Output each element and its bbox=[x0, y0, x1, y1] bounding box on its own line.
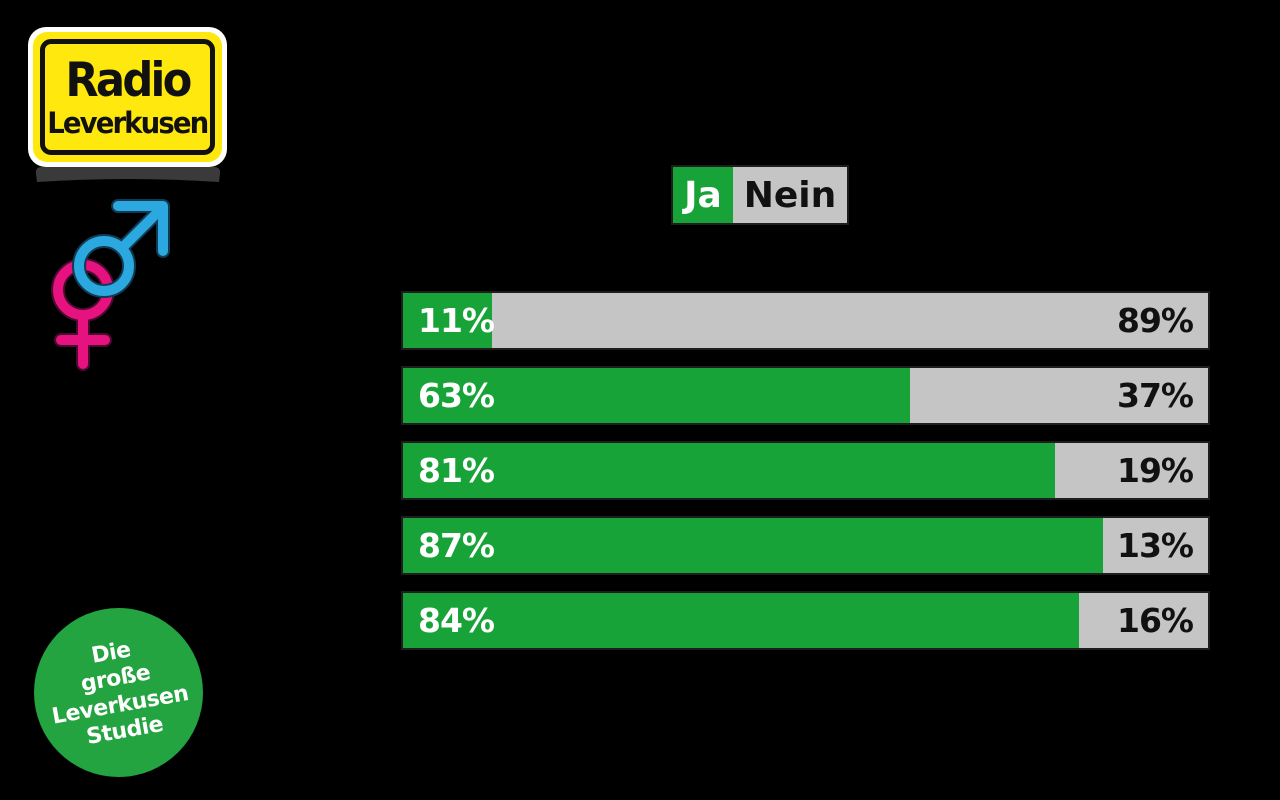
bar-row: 81% 19% bbox=[403, 443, 1208, 498]
logo-title-line2: Leverkusen bbox=[47, 105, 209, 140]
bar-value-nein: 19% bbox=[1117, 451, 1194, 490]
radio-leverkusen-logo: Radio Leverkusen bbox=[28, 27, 227, 182]
bar-row: 87% 13% bbox=[403, 518, 1208, 573]
bar-chart: 11% 89% 63% 37% 81% 19% 87% bbox=[403, 293, 1208, 668]
bar-value-nein: 37% bbox=[1117, 376, 1194, 415]
bar-segment-ja: 84% bbox=[403, 593, 1080, 648]
bar-row: 11% 89% bbox=[403, 293, 1208, 348]
bar-value-nein: 13% bbox=[1117, 526, 1194, 565]
legend-item-ja: Ja bbox=[673, 167, 733, 223]
logo-title-line1: Radio bbox=[65, 52, 192, 108]
legend-item-nein: Nein bbox=[733, 167, 847, 223]
male-icon bbox=[72, 199, 170, 298]
gender-icon bbox=[51, 199, 170, 371]
logo-shadow-swoosh-icon bbox=[35, 167, 221, 182]
bar-segment-nein: 13% bbox=[1103, 518, 1208, 573]
bar-value-ja: 81% bbox=[418, 451, 495, 490]
bar-segment-ja: 63% bbox=[403, 368, 911, 423]
bar-segment-nein: 89% bbox=[492, 293, 1208, 348]
study-badge-text: Die große Leverkusen Studie bbox=[41, 629, 195, 757]
bar-segment-nein: 19% bbox=[1055, 443, 1208, 498]
bar-segment-ja: 11% bbox=[403, 293, 495, 348]
bar-value-ja: 11% bbox=[418, 301, 495, 340]
logo-sign-border bbox=[40, 39, 215, 155]
bar-value-ja: 84% bbox=[418, 601, 495, 640]
bar-value-ja: 63% bbox=[418, 376, 495, 415]
study-badge: Die große Leverkusen Studie bbox=[34, 608, 203, 777]
bar-segment-nein: 16% bbox=[1079, 593, 1208, 648]
logo-text: Radio Leverkusen bbox=[45, 44, 210, 150]
bar-value-nein: 89% bbox=[1117, 301, 1194, 340]
bar-segment-ja: 81% bbox=[403, 443, 1056, 498]
bar-segment-ja: 87% bbox=[403, 518, 1104, 573]
logo-sign-face bbox=[33, 32, 222, 162]
bar-segment-nein: 37% bbox=[910, 368, 1208, 423]
bar-row: 84% 16% bbox=[403, 593, 1208, 648]
bar-value-ja: 87% bbox=[418, 526, 495, 565]
chart-legend: Ja Nein bbox=[673, 167, 847, 223]
bar-value-nein: 16% bbox=[1117, 601, 1194, 640]
bar-row: 63% 37% bbox=[403, 368, 1208, 423]
